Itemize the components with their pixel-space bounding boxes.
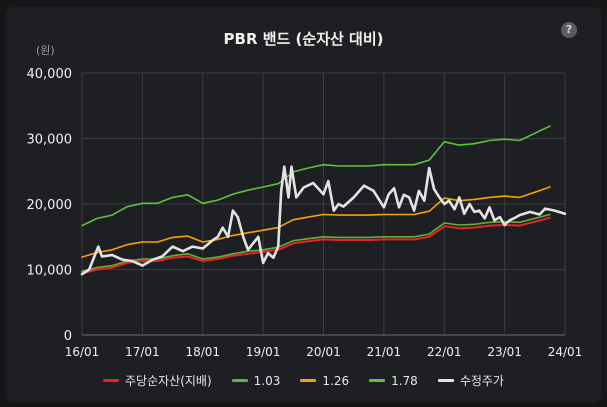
- x-tick-label: 21/01: [367, 345, 402, 359]
- y-tick-label: 10,000: [27, 264, 73, 279]
- chart-title: PBR 밴드 (순자산 대비): [223, 30, 384, 48]
- y-tick-label: 40,000: [27, 67, 73, 82]
- legend-swatch: [231, 379, 248, 382]
- legend-item[interactable]: 1.26: [300, 372, 349, 389]
- legend-label: 1.26: [322, 373, 350, 388]
- x-tick-label: 24/01: [548, 345, 583, 359]
- legend-label: 주당순자산(지배): [125, 374, 212, 388]
- legend-label: 1.78: [391, 373, 418, 388]
- axes: 0 10,000 20,000 30,000 40,000 16/01 17/01 18/01…: [27, 67, 583, 359]
- x-tick-label: 17/01: [125, 345, 160, 359]
- help-icon[interactable]: ?: [561, 22, 577, 38]
- legend-swatch: [437, 379, 454, 382]
- x-tick-label: 16/01: [65, 345, 100, 359]
- y-axis-unit: (원): [36, 44, 55, 57]
- legend-item[interactable]: 주당순자산(지배): [103, 372, 212, 389]
- y-tick-label: 30,000: [27, 133, 73, 148]
- y-tick-label: 20,000: [27, 198, 73, 213]
- legend-item[interactable]: 1.78: [369, 372, 418, 389]
- y-tick-label: 0: [64, 329, 72, 344]
- series-line-s4: [80, 165, 567, 276]
- x-tick-label: 19/01: [246, 345, 281, 359]
- series-line-1-26: [81, 186, 551, 258]
- series-line-1-78: [81, 125, 551, 227]
- series-line-1-03: [81, 213, 551, 273]
- legend-label: 수정주가: [459, 374, 504, 388]
- series-layer: [80, 125, 567, 276]
- legend: 주당순자산(지배) 1.03 1.26 1.78 수정주가: [0, 372, 607, 389]
- x-tick-label: 22/01: [427, 345, 462, 359]
- legend-swatch: [103, 379, 119, 382]
- x-tick-label: 20/01: [306, 345, 341, 359]
- x-tick-label: 18/01: [185, 345, 220, 359]
- legend-item[interactable]: 1.03: [231, 372, 281, 389]
- legend-label: 1.03: [253, 373, 281, 388]
- legend-item[interactable]: 수정주가: [437, 372, 504, 389]
- x-tick-label: 23/01: [487, 345, 522, 359]
- grid-lines: [81, 72, 566, 336]
- series-line-s0: [81, 216, 551, 275]
- legend-swatch: [369, 379, 386, 382]
- legend-swatch: [300, 379, 317, 382]
